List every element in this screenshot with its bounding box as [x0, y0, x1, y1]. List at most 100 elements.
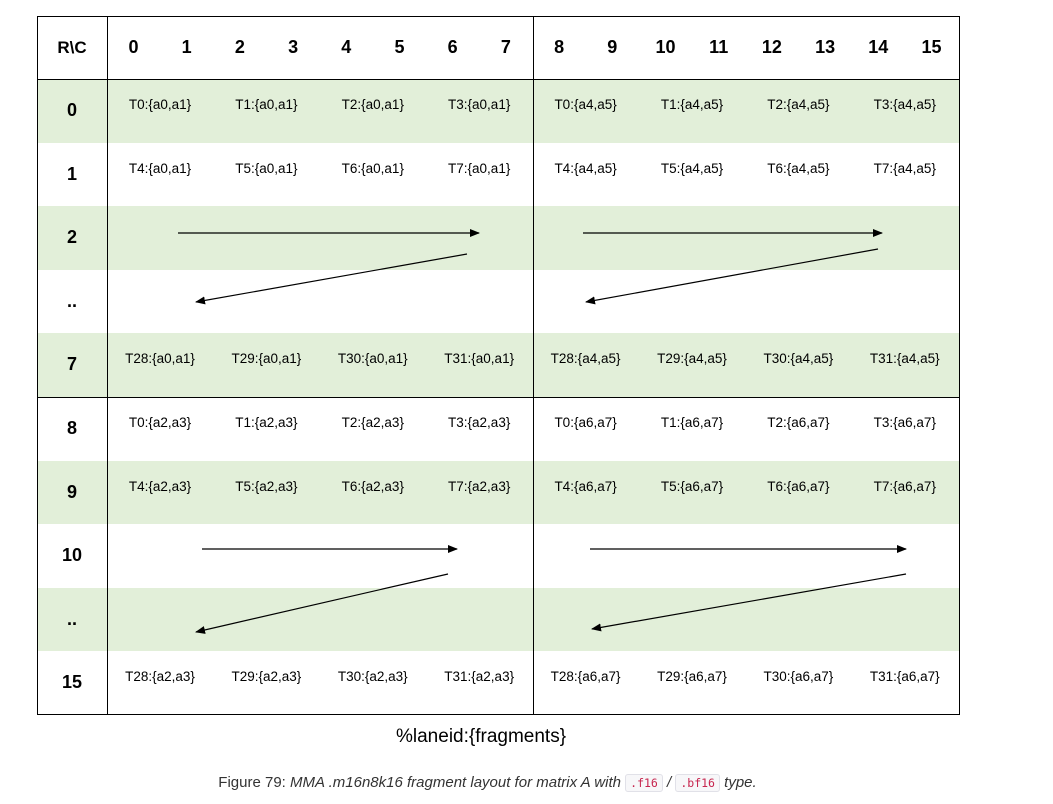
- arrow: [195, 253, 468, 305]
- table-row: [37, 333, 960, 397]
- column-header: 7: [500, 37, 511, 57]
- fragment-cell: T2:{a4,a5}: [767, 97, 830, 112]
- legend-text: %laneid:{fragments}: [396, 726, 567, 747]
- fragment-cell: T29:{a2,a3}: [231, 669, 302, 685]
- caption-suffix: type.: [724, 774, 757, 791]
- column-header: 12: [761, 37, 782, 57]
- header-divider: [37, 79, 960, 80]
- fragment-cell: T31:{a4,a5}: [869, 351, 940, 367]
- caption-separator: /: [667, 774, 672, 791]
- row-label: 8: [66, 418, 77, 438]
- fragment-cell: T0:{a0,a1}: [128, 97, 192, 112]
- fragment-cell: T30:{a6,a7}: [763, 669, 834, 685]
- column-header: 4: [341, 37, 352, 57]
- row-label: ..: [66, 608, 77, 629]
- column-header: 0: [128, 37, 139, 57]
- fragment-cell: T1:{a6,a7}: [660, 415, 724, 430]
- table-row: [37, 460, 960, 525]
- table-row: [37, 269, 960, 334]
- fragment-cell: T3:{a6,a7}: [873, 415, 936, 430]
- column-header: 6: [447, 37, 458, 57]
- table-row: [37, 142, 960, 207]
- half-divider: [532, 16, 534, 715]
- fragment-cell: T7:{a4,a5}: [873, 160, 936, 176]
- fragment-cell: T31:{a2,a3}: [444, 669, 515, 685]
- traversal-arrows: [178, 229, 907, 634]
- row-label: 2: [66, 227, 77, 248]
- row-label: 10: [61, 545, 83, 566]
- code-f16: .f16: [625, 774, 663, 792]
- fragment-cell: T2:{a0,a1}: [341, 97, 404, 112]
- column-header: 15: [921, 37, 942, 57]
- column-header: 13: [815, 37, 836, 57]
- fragment-cell: T6:{a0,a1}: [341, 160, 404, 176]
- fragment-cell: T1:{a0,a1}: [235, 97, 298, 112]
- fragment-cell: T0:{a2,a3}: [128, 415, 192, 430]
- fragment-cell: T31:{a0,a1}: [444, 351, 515, 367]
- fragment-cell: T7:{a0,a1}: [448, 160, 511, 176]
- fragment-cell: T29:{a6,a7}: [657, 669, 727, 685]
- code-bf16: .bf16: [675, 774, 720, 792]
- fragment-cell: T31:{a6,a7}: [869, 669, 940, 685]
- fragment-cell: T4:{a4,a5}: [554, 160, 617, 176]
- row-label: 7: [66, 354, 77, 375]
- fragment-cell: T30:{a0,a1}: [337, 351, 408, 367]
- fragment-layout-table: R\C 0 1 2 3 4 5 6 7 8 9 10 11 12 13 14 15 0 T0:{a0,a1} T1…: [37, 16, 960, 715]
- column-header: 3: [288, 37, 299, 57]
- column-header: 1: [181, 37, 192, 57]
- fragment-cell: T0:{a4,a5}: [554, 97, 617, 112]
- row-label: 1: [66, 163, 77, 184]
- figure-caption: Figure 79: MMA .m16n8k16 fragment layout…: [0, 774, 975, 792]
- table-border: [37, 16, 960, 715]
- fragment-cell: T28:{a2,a3}: [125, 669, 195, 685]
- table-row: [37, 206, 960, 270]
- label-divider: [107, 16, 108, 715]
- fragment-cell: T28:{a0,a1}: [125, 351, 195, 367]
- table-row: [37, 524, 960, 588]
- block-divider: [37, 397, 960, 398]
- fragment-cell: T28:{a4,a5}: [550, 351, 621, 367]
- row-label: 15: [61, 672, 83, 693]
- fragment-cell: T5:{a0,a1}: [235, 160, 298, 176]
- arrow: [195, 573, 449, 634]
- column-header: 11: [709, 37, 729, 57]
- table-row: [37, 587, 960, 652]
- column-header: 10: [655, 37, 676, 57]
- fragment-cell: T3:{a0,a1}: [448, 97, 511, 112]
- fragment-cell: T1:{a4,a5}: [660, 97, 724, 112]
- fragment-cell: T30:{a4,a5}: [763, 351, 834, 367]
- fragment-cell: T6:{a4,a5}: [767, 160, 830, 176]
- fragment-cell: T4:{a0,a1}: [128, 160, 192, 176]
- fragment-cell: T6:{a6,a7}: [767, 478, 830, 494]
- table-row: [37, 651, 960, 715]
- fragment-cell: T7:{a2,a3}: [448, 478, 511, 494]
- fragment-cell: T2:{a6,a7}: [767, 415, 830, 430]
- fragment-cell: T5:{a4,a5}: [660, 160, 724, 176]
- caption-title: MMA .m16n8k16 fragment layout for matrix…: [290, 774, 621, 791]
- fragment-cell: T4:{a6,a7}: [554, 478, 617, 494]
- row-label: 0: [66, 100, 77, 120]
- fragment-cell: T3:{a4,a5}: [873, 97, 936, 112]
- column-header: 2: [234, 37, 245, 57]
- fragment-cell: T5:{a6,a7}: [660, 478, 724, 494]
- column-header: 5: [394, 37, 405, 57]
- fragment-cell: T7:{a6,a7}: [873, 478, 936, 494]
- fragment-cell: T2:{a2,a3}: [341, 415, 404, 430]
- fragment-cell: T6:{a2,a3}: [341, 478, 404, 494]
- corner-label: R\C: [57, 38, 87, 57]
- fragment-cell: T0:{a6,a7}: [554, 415, 617, 430]
- fragment-cell: T1:{a2,a3}: [235, 415, 298, 430]
- arrow: [591, 573, 907, 632]
- fragment-cell: T4:{a2,a3}: [128, 478, 192, 494]
- column-header: 14: [868, 37, 889, 57]
- fragment-cell: T30:{a2,a3}: [337, 669, 408, 685]
- arrow: [585, 248, 879, 305]
- caption-prefix: Figure 79:: [218, 774, 291, 791]
- fragment-cell: T28:{a6,a7}: [550, 669, 621, 685]
- fragment-cell: T3:{a2,a3}: [448, 415, 511, 430]
- column-header: 8: [554, 37, 565, 57]
- row-label: ..: [66, 290, 77, 311]
- table-row: [37, 397, 960, 461]
- fragment-cell: T29:{a0,a1}: [231, 351, 302, 367]
- column-header: 9: [607, 37, 618, 57]
